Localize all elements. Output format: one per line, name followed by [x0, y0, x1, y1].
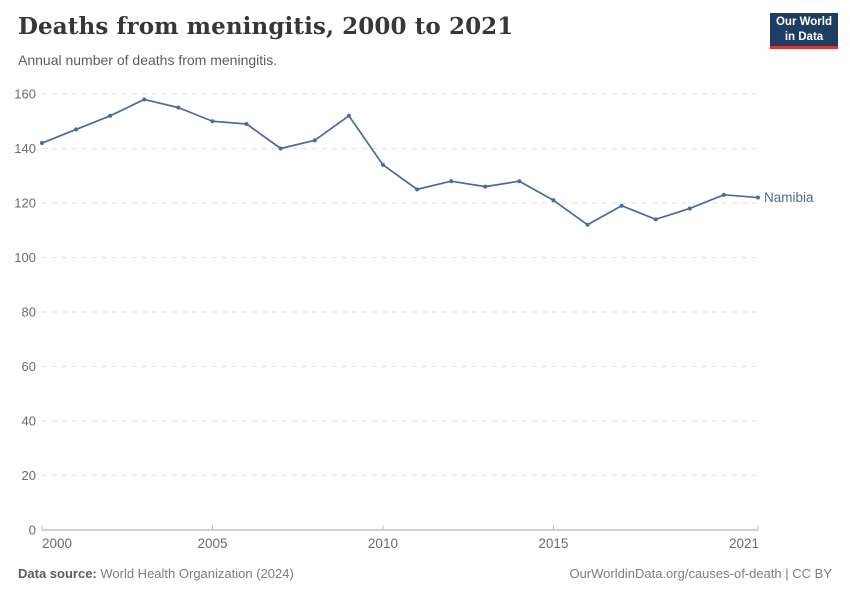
y-tick-label: 140: [14, 141, 36, 156]
y-tick-label: 120: [14, 196, 36, 211]
data-point[interactable]: [346, 113, 351, 118]
data-point[interactable]: [756, 195, 760, 200]
data-point[interactable]: [449, 179, 454, 184]
data-point[interactable]: [551, 198, 556, 203]
data-source-value: World Health Organization (2024): [96, 566, 294, 581]
data-source: Data source: World Health Organization (…: [18, 566, 294, 581]
data-point[interactable]: [278, 146, 283, 151]
owid-logo[interactable]: Our World in Data: [770, 13, 838, 49]
chart-footer: Data source: World Health Organization (…: [18, 566, 832, 581]
y-tick-label: 60: [22, 359, 36, 374]
data-point[interactable]: [687, 206, 692, 211]
y-tick-label: 80: [22, 305, 36, 320]
data-point[interactable]: [142, 97, 147, 102]
x-tick-label: 2005: [197, 536, 227, 551]
data-point[interactable]: [40, 141, 44, 146]
y-tick-label: 40: [22, 414, 36, 429]
y-tick-label: 160: [14, 87, 36, 102]
data-point[interactable]: [244, 121, 249, 126]
entity-label[interactable]: Namibia: [764, 190, 814, 205]
citation-link[interactable]: OurWorldinData.org/causes-of-death | CC …: [569, 566, 832, 581]
data-point[interactable]: [312, 138, 317, 143]
data-point[interactable]: [415, 187, 420, 192]
y-tick-label: 20: [22, 468, 36, 483]
data-point[interactable]: [619, 203, 624, 208]
y-tick-label: 100: [14, 250, 36, 265]
data-point[interactable]: [176, 105, 181, 110]
x-tick-label: 2021: [729, 536, 759, 551]
data-point[interactable]: [517, 179, 522, 184]
chart-subtitle: Annual number of deaths from meningitis.: [18, 52, 278, 68]
x-tick-label: 2010: [368, 536, 398, 551]
data-point[interactable]: [74, 127, 79, 132]
x-tick-label: 2015: [538, 536, 568, 551]
y-tick-label: 0: [29, 523, 36, 538]
owid-logo-line1: Our World: [775, 16, 832, 29]
x-tick-label: 2000: [42, 536, 72, 551]
data-point[interactable]: [108, 113, 113, 118]
data-point[interactable]: [210, 119, 215, 124]
data-source-label: Data source:: [18, 566, 97, 581]
data-point[interactable]: [483, 184, 488, 189]
data-point[interactable]: [585, 222, 590, 227]
page-title: Deaths from meningitis, 2000 to 2021: [18, 13, 514, 40]
data-point[interactable]: [721, 192, 726, 197]
data-line[interactable]: [41, 98, 759, 226]
data-point[interactable]: [653, 217, 658, 222]
owid-logo-line2: in Data: [784, 30, 824, 43]
data-point[interactable]: [380, 162, 385, 167]
